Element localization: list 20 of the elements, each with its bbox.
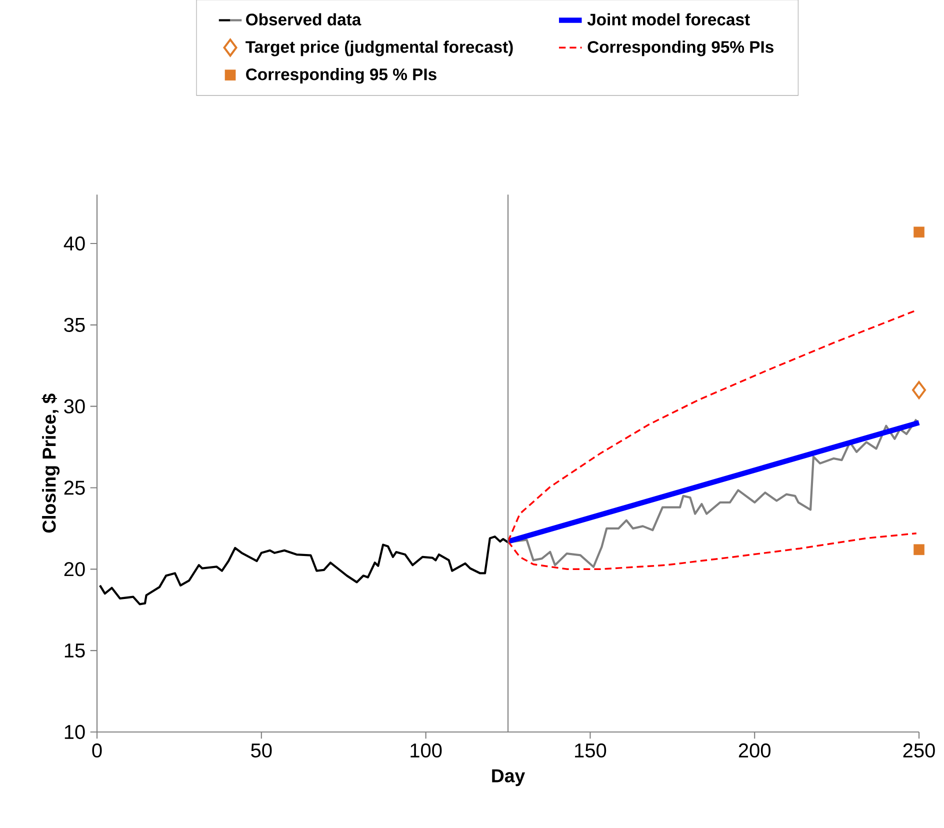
- legend-label: Corresponding 95% PIs: [588, 40, 774, 56]
- x-tick-label: 0: [92, 743, 102, 758]
- y-tick-label: 40: [64, 236, 85, 251]
- y-axis-title: Closing Price, $: [42, 394, 60, 533]
- x-tick-label: 50: [251, 743, 272, 758]
- legend-label: Target price (judgmental forecast): [246, 40, 513, 56]
- y-tick-label: 10: [64, 724, 85, 740]
- x-tick-label: 250: [903, 743, 935, 758]
- legend-label: Observed data: [246, 13, 362, 26]
- x-axis-title: Day: [492, 769, 526, 786]
- x-tick-label: 150: [575, 743, 606, 758]
- y-tick-label: 25: [64, 480, 85, 495]
- legend-label: Joint model forecast: [587, 13, 750, 26]
- y-tick-label: 35: [64, 318, 85, 332]
- x-tick-label: 100: [410, 743, 442, 758]
- legend-label: Corresponding 95 % PIs: [246, 68, 436, 84]
- y-tick-label: 30: [64, 399, 85, 414]
- x-tick-label: 200: [738, 743, 770, 758]
- y-tick-label: 15: [64, 644, 85, 658]
- y-tick-label: 20: [64, 562, 85, 576]
